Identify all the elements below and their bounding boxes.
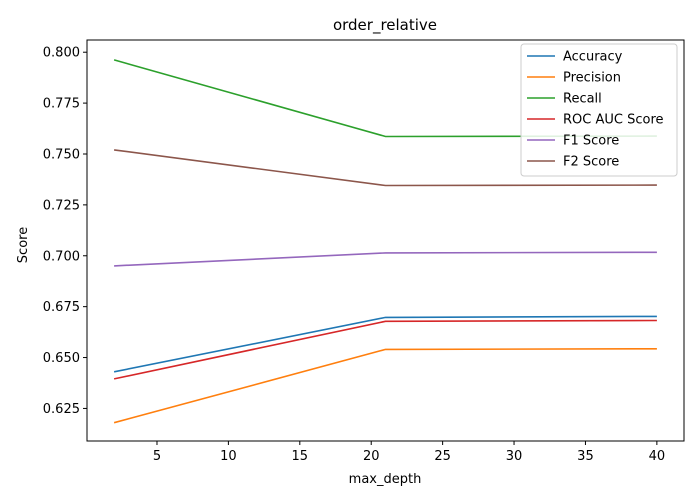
plot-area: 5 10 15 20 25 30 35 40 0.625 0.650 0.675 0.700 0.725…: [43, 39, 685, 464]
x-tick-label: 25: [434, 449, 451, 464]
y-tick-label: 0.675: [43, 300, 80, 315]
series-line-accuracy: [113, 315, 657, 373]
y-tick-label: 0.650: [43, 351, 80, 366]
y-tick-label: 0.800: [43, 46, 80, 61]
x-tick-label: 5: [153, 449, 161, 464]
x-tick-label: 10: [220, 449, 237, 464]
chart-title: order_relative: [333, 16, 437, 35]
x-tick-label: 15: [292, 449, 309, 464]
legend-label: F1 Score: [563, 134, 619, 149]
series-line-precision: [113, 347, 657, 424]
axes-frame: [86, 39, 685, 442]
y-tick-label: 0.700: [43, 249, 80, 264]
x-tick-label: 35: [577, 449, 594, 464]
y-tick-label: 0.625: [43, 402, 80, 417]
x-tick-label: 30: [506, 449, 523, 464]
series-line-f1-score: [114, 251, 657, 267]
y-axis-label: Score: [16, 227, 31, 263]
x-axis-label: max_depth: [349, 472, 422, 487]
legend-label: Precision: [563, 71, 621, 86]
x-tick-label: 20: [363, 449, 380, 464]
legend: Accuracy Precision Recall ROC AUC Score F1 S…: [520, 43, 678, 177]
legend-box: [520, 43, 678, 177]
x-tick-label: 40: [649, 449, 666, 464]
y-tick-label: 0.775: [43, 97, 80, 112]
legend-label: Accuracy: [563, 50, 623, 65]
y-tick-label: 0.750: [43, 147, 80, 162]
y-tick-label: 0.725: [43, 198, 80, 213]
legend-label: Recall: [563, 92, 602, 107]
legend-label: ROC AUC Score: [563, 113, 664, 128]
series-line-roc-auc-score: [113, 319, 657, 380]
legend-label: F2 Score: [563, 155, 619, 170]
series-line-f2-score: [113, 149, 657, 187]
